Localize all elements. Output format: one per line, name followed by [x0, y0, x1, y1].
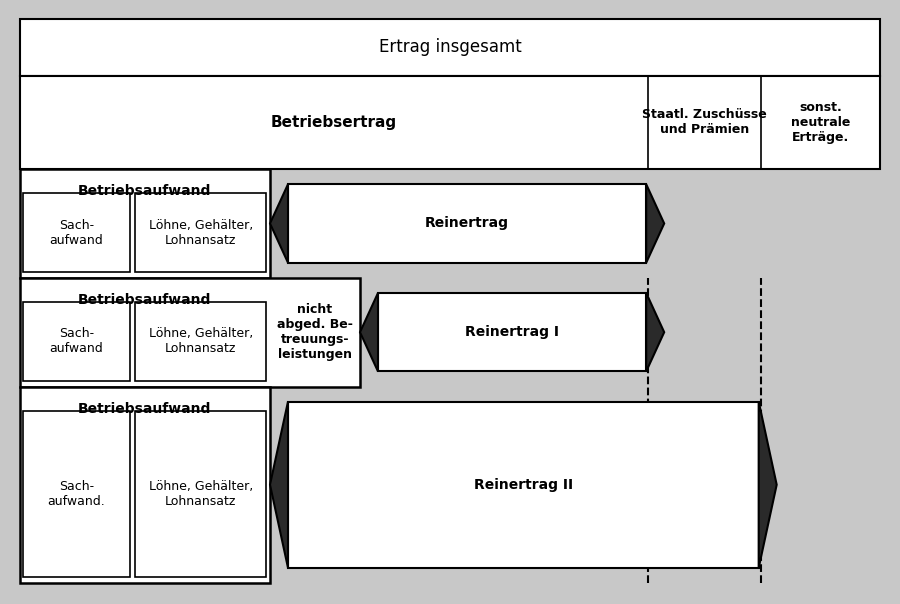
- FancyBboxPatch shape: [23, 193, 130, 272]
- Text: Reinertrag II: Reinertrag II: [473, 478, 573, 492]
- Text: Betriebsaufwand: Betriebsaufwand: [78, 184, 212, 198]
- Text: Betriebsaufwand: Betriebsaufwand: [78, 293, 212, 307]
- Text: nicht
abged. Be-
treuungs-
leistungen: nicht abged. Be- treuungs- leistungen: [277, 303, 353, 361]
- Polygon shape: [646, 184, 664, 263]
- Text: Sach-
aufwand: Sach- aufwand: [50, 327, 104, 355]
- FancyBboxPatch shape: [20, 76, 880, 169]
- Polygon shape: [646, 293, 664, 371]
- FancyBboxPatch shape: [20, 387, 270, 583]
- Text: Reinertrag I: Reinertrag I: [465, 325, 559, 339]
- Polygon shape: [270, 184, 288, 263]
- Polygon shape: [360, 293, 378, 371]
- Text: Löhne, Gehälter,
Lohnansatz: Löhne, Gehälter, Lohnansatz: [148, 219, 253, 246]
- Text: Löhne, Gehälter,
Lohnansatz: Löhne, Gehälter, Lohnansatz: [148, 480, 253, 508]
- Text: Betriebsertrag: Betriebsertrag: [271, 115, 397, 130]
- FancyBboxPatch shape: [288, 402, 759, 568]
- Text: Reinertrag: Reinertrag: [425, 216, 509, 231]
- FancyBboxPatch shape: [20, 278, 360, 387]
- FancyBboxPatch shape: [135, 302, 266, 381]
- Text: Ertrag insgesamt: Ertrag insgesamt: [379, 39, 521, 56]
- FancyBboxPatch shape: [135, 411, 266, 577]
- FancyBboxPatch shape: [23, 302, 130, 381]
- FancyBboxPatch shape: [20, 19, 880, 76]
- FancyBboxPatch shape: [288, 184, 646, 263]
- FancyBboxPatch shape: [378, 293, 646, 371]
- Text: sonst.
neutrale
Erträge.: sonst. neutrale Erträge.: [791, 101, 850, 144]
- Text: Staatl. Zuschüsse
und Prämien: Staatl. Zuschüsse und Prämien: [642, 108, 767, 137]
- FancyBboxPatch shape: [23, 411, 130, 577]
- Text: Betriebsaufwand: Betriebsaufwand: [78, 402, 212, 416]
- Text: Sach-
aufwand.: Sach- aufwand.: [48, 480, 105, 508]
- Polygon shape: [759, 402, 777, 568]
- FancyBboxPatch shape: [20, 169, 270, 278]
- Polygon shape: [270, 402, 288, 568]
- Text: Sach-
aufwand: Sach- aufwand: [50, 219, 104, 246]
- Text: Löhne, Gehälter,
Lohnansatz: Löhne, Gehälter, Lohnansatz: [148, 327, 253, 355]
- FancyBboxPatch shape: [135, 193, 266, 272]
